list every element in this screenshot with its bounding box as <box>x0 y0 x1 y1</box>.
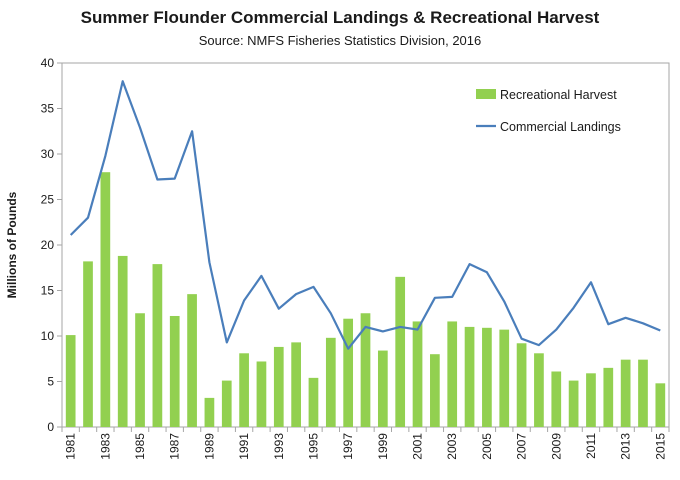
bar-recreational-harvest <box>291 342 301 427</box>
bar-recreational-harvest <box>204 397 215 427</box>
legend-label-recreational-harvest: Recreational Harvest <box>500 88 617 102</box>
bar-recreational-harvest <box>135 313 145 427</box>
bar-recreational-harvest <box>516 343 527 427</box>
y-tick-label: 35 <box>41 102 55 116</box>
x-tick-label: 1991 <box>237 433 251 460</box>
x-tick-label: 2013 <box>619 433 633 460</box>
bar-recreational-harvest <box>464 326 475 427</box>
bar-recreational-harvest <box>482 327 492 427</box>
y-tick-label: 25 <box>41 193 55 207</box>
bar-recreational-harvest <box>603 367 614 427</box>
x-tick-label: 1987 <box>168 433 182 460</box>
bar-recreational-harvest <box>568 380 579 427</box>
x-tick-label: 2003 <box>445 433 459 460</box>
x-tick-label: 2001 <box>411 433 425 460</box>
bar-recreational-harvest <box>551 371 562 427</box>
bar-recreational-harvest <box>169 315 180 427</box>
bar-recreational-harvest <box>430 354 440 427</box>
y-axis-title: Millions of Pounds <box>5 191 19 298</box>
y-tick-label: 0 <box>47 420 54 434</box>
bar-recreational-harvest <box>152 264 163 427</box>
x-tick-label: 1995 <box>306 433 320 460</box>
bar-recreational-harvest <box>343 318 354 427</box>
bar-recreational-harvest <box>325 337 336 427</box>
bar-recreational-harvest <box>534 353 544 427</box>
y-tick-label: 40 <box>41 56 55 70</box>
chart-title: Summer Flounder Commercial Landings & Re… <box>80 8 600 27</box>
bar-recreational-harvest <box>256 361 267 427</box>
bar-recreational-harvest <box>273 346 284 427</box>
bar-recreational-harvest <box>187 294 197 427</box>
line-commercial-landings <box>69 80 661 350</box>
legend-swatch-recreational-harvest <box>476 89 496 99</box>
bar-recreational-harvest <box>499 329 510 427</box>
bar-recreational-harvest <box>412 321 423 427</box>
x-tick-label: 1983 <box>98 433 112 460</box>
bar-recreational-harvest <box>360 313 371 427</box>
bar-recreational-harvest <box>620 359 631 427</box>
x-tick-label: 1997 <box>341 433 355 460</box>
x-tick-label: 1985 <box>133 433 147 460</box>
bar-recreational-harvest <box>100 172 111 427</box>
x-tick-label: 2005 <box>480 433 494 460</box>
y-tick-label: 20 <box>41 238 55 252</box>
bar-recreational-harvest <box>447 321 458 427</box>
y-tick-label: 15 <box>41 284 55 298</box>
x-tick-label: 1981 <box>64 433 78 460</box>
x-tick-label: 2015 <box>653 433 667 460</box>
bar-recreational-harvest <box>83 261 93 427</box>
bar-recreational-harvest <box>377 350 388 427</box>
x-tick-label: 1999 <box>376 433 390 460</box>
chart-subtitle: Source: NMFS Fisheries Statistics Divisi… <box>198 33 482 48</box>
bar-recreational-harvest <box>239 353 249 427</box>
y-tick-label: 10 <box>41 329 55 343</box>
y-tick-label: 30 <box>41 147 55 161</box>
bar-recreational-harvest <box>65 335 76 427</box>
bar-recreational-harvest <box>117 255 128 427</box>
bar-recreational-harvest <box>655 383 666 427</box>
bar-recreational-harvest <box>638 359 648 427</box>
x-tick-label: 1993 <box>272 433 286 460</box>
x-tick-label: 2011 <box>584 433 598 459</box>
bar-recreational-harvest <box>395 276 406 427</box>
bar-recreational-harvest <box>308 377 319 427</box>
legend-label-commercial-landings: Commercial Landings <box>500 120 621 134</box>
x-tick-label: 1989 <box>202 433 216 460</box>
x-tick-label: 2009 <box>549 433 563 460</box>
x-tick-label: 2007 <box>515 433 529 460</box>
bar-recreational-harvest <box>586 373 596 427</box>
y-tick-label: 5 <box>47 375 54 389</box>
bar-recreational-harvest <box>221 380 232 427</box>
